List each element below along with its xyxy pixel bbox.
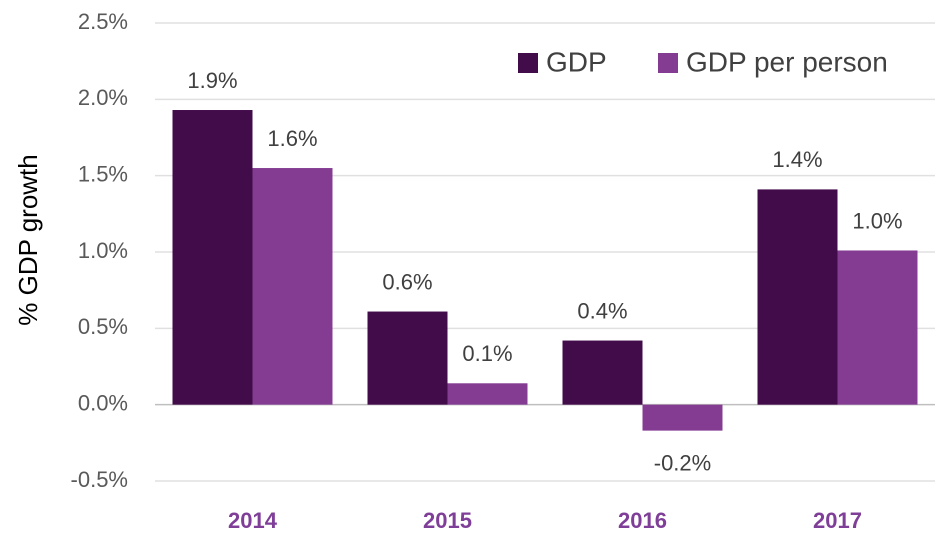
data-label: 0.1% <box>462 341 512 366</box>
x-tick-label: 2017 <box>813 508 862 533</box>
y-tick-label: 2.0% <box>78 85 128 110</box>
legend-swatch <box>658 53 678 73</box>
x-tick-label: 2014 <box>228 508 278 533</box>
bar <box>562 340 643 405</box>
data-label: 1.0% <box>852 208 902 233</box>
data-label: 1.9% <box>187 68 237 93</box>
data-label: 0.4% <box>577 298 627 323</box>
y-tick-label: 1.5% <box>78 161 128 186</box>
y-tick-label: 0.5% <box>78 314 128 339</box>
bar <box>837 250 918 405</box>
y-tick-label: 0.0% <box>78 390 128 415</box>
data-label: 0.6% <box>382 269 432 294</box>
bar <box>252 168 333 405</box>
data-label: -0.2% <box>654 450 711 475</box>
y-tick-label: 1.0% <box>78 238 128 263</box>
bar <box>367 311 448 405</box>
legend-swatch <box>518 53 538 73</box>
legend-label: GDP <box>546 46 607 77</box>
legend-label: GDP per person <box>686 46 888 77</box>
y-tick-label: -0.5% <box>71 467 128 492</box>
x-tick-label: 2015 <box>423 508 472 533</box>
x-tick-label: 2016 <box>618 508 667 533</box>
y-axis-label: % GDP growth <box>13 154 43 325</box>
data-label: 1.6% <box>267 126 317 151</box>
bar <box>642 404 723 431</box>
bar <box>757 189 838 405</box>
bar <box>172 110 253 405</box>
bar <box>447 383 528 405</box>
y-tick-label: 2.5% <box>78 9 128 34</box>
data-label: 1.4% <box>772 147 822 172</box>
